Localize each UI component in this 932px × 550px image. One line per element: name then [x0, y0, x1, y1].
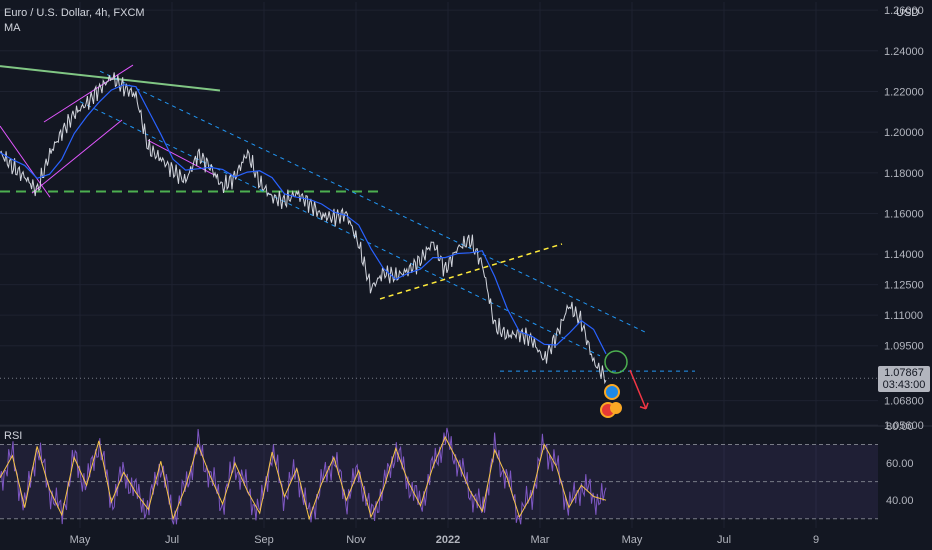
rsi-tick-label: 40.00 [886, 495, 914, 507]
price-tick-label: 1.24000 [884, 46, 924, 58]
price-tick-label: 1.12500 [884, 280, 924, 292]
time-tick-label: 9 [813, 534, 819, 546]
time-tick-label: Jul [717, 534, 731, 546]
price-tick-label: 1.18000 [884, 168, 924, 180]
downtrend-upper-line [99, 70, 649, 334]
rsi-tick-label: 80.00 [886, 421, 914, 433]
time-tick-label: May [70, 534, 91, 546]
bar-countdown: 03:43:00 [882, 379, 926, 391]
last-price: 1.07867 [884, 367, 924, 379]
price-tick-label: 1.16000 [884, 209, 924, 221]
rsi-ma-line [0, 435, 607, 521]
time-tick-label: Nov [346, 534, 366, 546]
price-tick-label: 1.22000 [884, 86, 924, 98]
channel-line [31, 119, 123, 194]
rsi-line [0, 427, 607, 525]
rsi-label[interactable]: RSI [4, 430, 23, 442]
target-circle [604, 350, 628, 374]
symbol-title[interactable]: Euro / U.S. Dollar, 4h, FXCM [4, 7, 145, 19]
indicator-ma-label[interactable]: MA [4, 22, 21, 34]
channel-line [147, 139, 215, 176]
downtrend-lower-line [79, 101, 601, 357]
yellow-trend-line [379, 243, 563, 300]
drawings [0, 64, 695, 410]
price-tick-label: 1.11000 [884, 310, 923, 322]
price-line [0, 72, 607, 385]
event-flag-icon[interactable] [604, 384, 620, 400]
grid [0, 2, 932, 528]
rsi-axis[interactable]: 80.00 60.00 40.00 [886, 421, 914, 507]
channel-line [43, 64, 134, 123]
down-arrow-icon [629, 369, 649, 410]
price-tick-label: 1.09500 [884, 341, 924, 353]
currency-label[interactable]: USD [896, 7, 920, 19]
price-tick-label: 1.05600 [884, 420, 924, 432]
last-price-badge: 1.07867 03:43:00 [878, 366, 930, 392]
price-tick-label: 1.14000 [884, 249, 924, 261]
time-tick-label: 2022 [436, 534, 460, 546]
rsi-series [0, 427, 607, 525]
time-tick-label: Jul [165, 534, 179, 546]
rsi-tick-label: 60.00 [886, 458, 914, 470]
price-series [0, 72, 878, 385]
price-tick-label: 1.26000 [884, 5, 924, 17]
time-tick-label: May [622, 534, 643, 546]
price-tick-label: 1.06800 [884, 396, 924, 408]
time-tick-label: Mar [531, 534, 550, 546]
event-marker-icon[interactable] [610, 402, 622, 414]
price-axis[interactable]: 1.26000 1.24000 1.22000 1.20000 1.18000 1.160… [884, 5, 924, 432]
price-tick-label: 1.20000 [884, 127, 924, 139]
moving-average-line [0, 84, 607, 355]
time-tick-label: Sep [254, 534, 274, 546]
time-axis[interactable]: May Jul Sep Nov 2022 Mar May Jul 9 [70, 534, 819, 546]
